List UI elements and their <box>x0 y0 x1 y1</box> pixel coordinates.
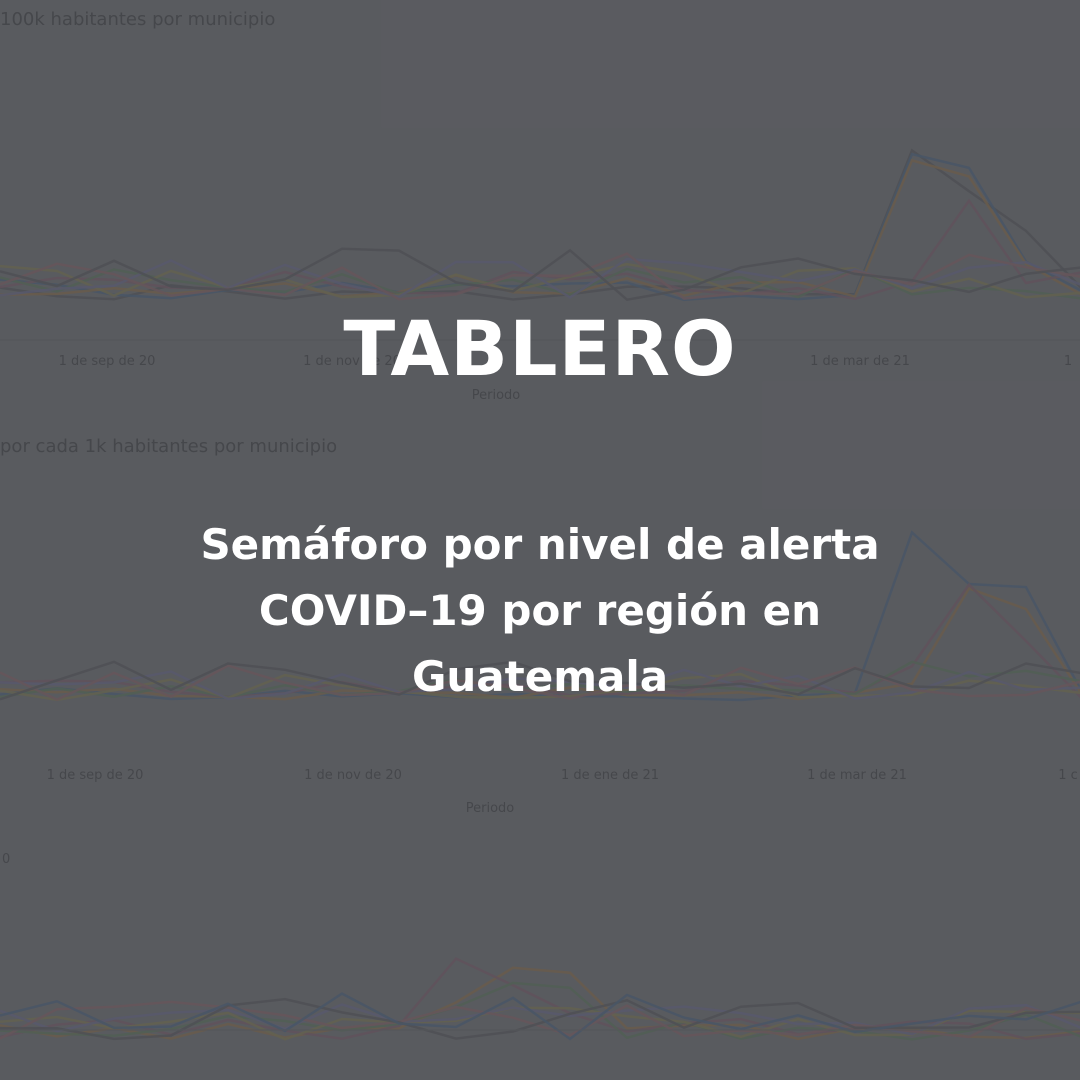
tick-label: 1 c <box>1058 768 1078 783</box>
tick-label: 1 <box>1063 354 1073 369</box>
x-axis-title: Periodo <box>465 801 515 816</box>
background-trace <box>0 267 1080 300</box>
tick-label: 1 de nov de 20 <box>304 768 402 783</box>
background-trace <box>0 660 1080 699</box>
tick-label: 1 de mar de 21 <box>807 768 907 783</box>
chart-title-2: por cada 1k habitantes por municipio <box>0 436 338 457</box>
tick-label: 1 de nov de 20 <box>303 354 401 369</box>
background-trace <box>0 664 1080 701</box>
page-title: TABLERO <box>343 304 737 393</box>
background-trace <box>0 257 1080 299</box>
tick-label: 1 de mar de 21 <box>810 354 910 369</box>
background-trace <box>0 530 1080 702</box>
background-trace <box>0 1003 1080 1036</box>
background-trace <box>0 668 1080 701</box>
background-trace <box>0 252 1080 301</box>
x-axis-title: Periodo <box>471 388 521 403</box>
background-trace <box>0 957 1080 1041</box>
background-trace <box>0 247 1080 302</box>
tick-label: 1 de sep de 20 <box>58 354 156 369</box>
background-trace <box>0 981 1080 1041</box>
y-tick-label: 0 <box>2 852 11 867</box>
chart-title-1: 100k habitantes por municipio <box>0 9 276 30</box>
background-trace <box>0 262 1080 299</box>
tick-label: 1 de sep de 20 <box>46 768 144 783</box>
background-trace <box>0 1006 1080 1041</box>
page-subtitle: Semáforo por nivel de alerta COVID–19 po… <box>200 520 880 701</box>
background-trace <box>0 672 1080 702</box>
tick-label: 1 de ene de 21 <box>560 768 660 783</box>
background-trace <box>0 992 1080 1041</box>
background-trace <box>0 660 1080 701</box>
background-trace <box>0 158 1080 298</box>
